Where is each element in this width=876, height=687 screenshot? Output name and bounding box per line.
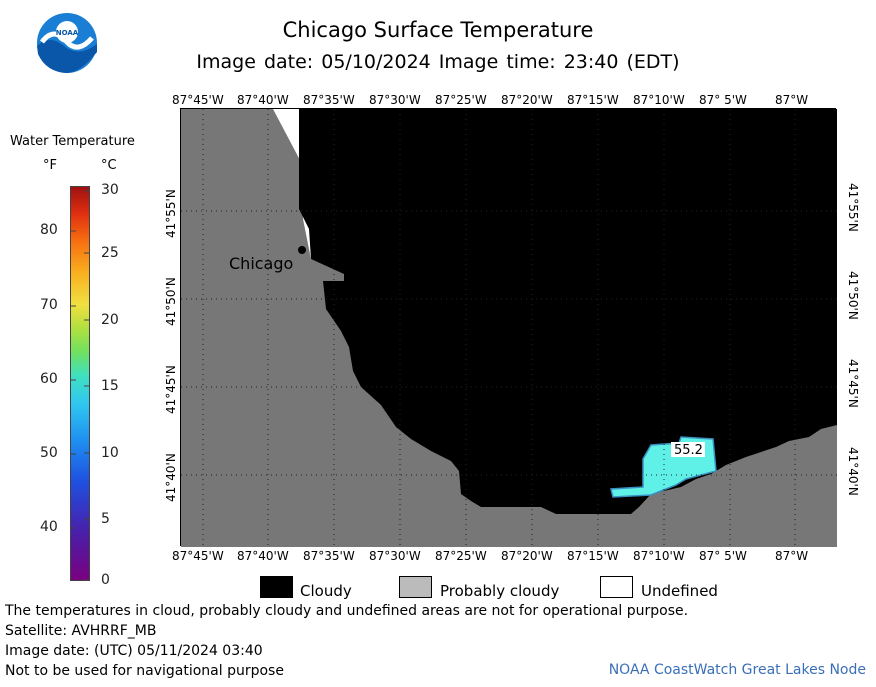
lon-label: 87°40'W [237, 93, 289, 107]
colorbar-unit-c: °C [101, 158, 117, 173]
f-tick: 70 [40, 297, 58, 313]
lon-label: 87°W [775, 549, 809, 563]
c-tick: 10 [101, 445, 119, 461]
footer-utc-date: Image date: (UTC) 05/11/2024 03:40 [5, 643, 263, 659]
lon-label: 87°35'W [303, 549, 355, 563]
footer-satellite: Satellite: AVHRRF_MB [5, 623, 157, 639]
colorbar-unit-f: °F [43, 158, 57, 173]
city-label: Chicago [229, 254, 293, 273]
legend-swatch-cloudy [260, 576, 293, 598]
lon-label: 87° 5'W [699, 93, 747, 107]
lat-label: 41°55'N [846, 183, 860, 232]
lat-label: 41°45'N [164, 365, 178, 414]
lat-label: 41°40'N [164, 453, 178, 502]
lon-label: 87°30'W [369, 549, 421, 563]
lat-label: 41°50'N [846, 271, 860, 320]
f-tick: 50 [40, 445, 58, 461]
lon-label: 87°15'W [567, 93, 619, 107]
lon-label: 87°45'W [172, 549, 224, 563]
lon-label: 87°10'W [633, 549, 685, 563]
legend-label-probably-cloudy: Probably cloudy [440, 582, 560, 600]
c-tick: 15 [101, 378, 119, 394]
lat-label: 41°40'N [846, 447, 860, 496]
lon-label: 87°25'W [435, 549, 487, 563]
f-tick: 40 [40, 519, 58, 535]
lon-label: 87°15'W [567, 549, 619, 563]
c-tick: 25 [101, 245, 119, 261]
temperature-map[interactable]: Chicago 55.2 [180, 108, 837, 547]
footer-node[interactable]: NOAA CoastWatch Great Lakes Node [608, 662, 866, 678]
noaa-logo-text: NOAA [56, 29, 79, 37]
f-tick: 60 [40, 371, 58, 387]
chicago-marker-icon [298, 246, 306, 254]
lon-label: 87° 5'W [699, 549, 747, 563]
lat-label: 41°55'N [164, 189, 178, 238]
c-tick: 30 [101, 182, 119, 198]
lat-label: 41°50'N [164, 277, 178, 326]
undefined-area [273, 109, 486, 507]
lon-label: 87°20'W [501, 93, 553, 107]
map-grid [181, 109, 837, 547]
lon-label: 87°W [775, 93, 809, 107]
cloud-area [299, 109, 837, 514]
footer-navigation: Not to be used for navigational purpose [5, 663, 284, 679]
c-tick: 0 [101, 572, 110, 588]
lat-label: 41°45'N [846, 359, 860, 408]
legend-swatch-undefined [600, 576, 633, 598]
legend-label-undefined: Undefined [641, 582, 718, 600]
lon-label: 87°20'W [501, 549, 553, 563]
lon-label: 87°35'W [303, 93, 355, 107]
f-tick: 80 [40, 222, 58, 238]
temperature-label: 55.2 [674, 443, 703, 458]
lon-label: 87°45'W [172, 93, 224, 107]
c-tick: 20 [101, 312, 119, 328]
colorbar-title: Water Temperature [10, 134, 135, 149]
lon-label: 87°10'W [633, 93, 685, 107]
c-tick: 5 [101, 511, 110, 527]
footer-note: The temperatures in cloud, probably clou… [5, 603, 689, 619]
legend-label-cloudy: Cloudy [300, 582, 352, 600]
colorbar [70, 186, 90, 586]
lon-label: 87°30'W [369, 93, 421, 107]
lon-label: 87°25'W [435, 93, 487, 107]
lon-label: 87°40'W [237, 549, 289, 563]
image-date-time: Image date: 05/10/2024 Image time: 23:40… [196, 51, 680, 73]
noaa-logo-icon: NOAA [36, 12, 98, 78]
page-title: Chicago Surface Temperature [282, 18, 594, 42]
temperature-label-bg [671, 442, 705, 457]
legend-swatch-probably-cloudy [399, 576, 432, 598]
